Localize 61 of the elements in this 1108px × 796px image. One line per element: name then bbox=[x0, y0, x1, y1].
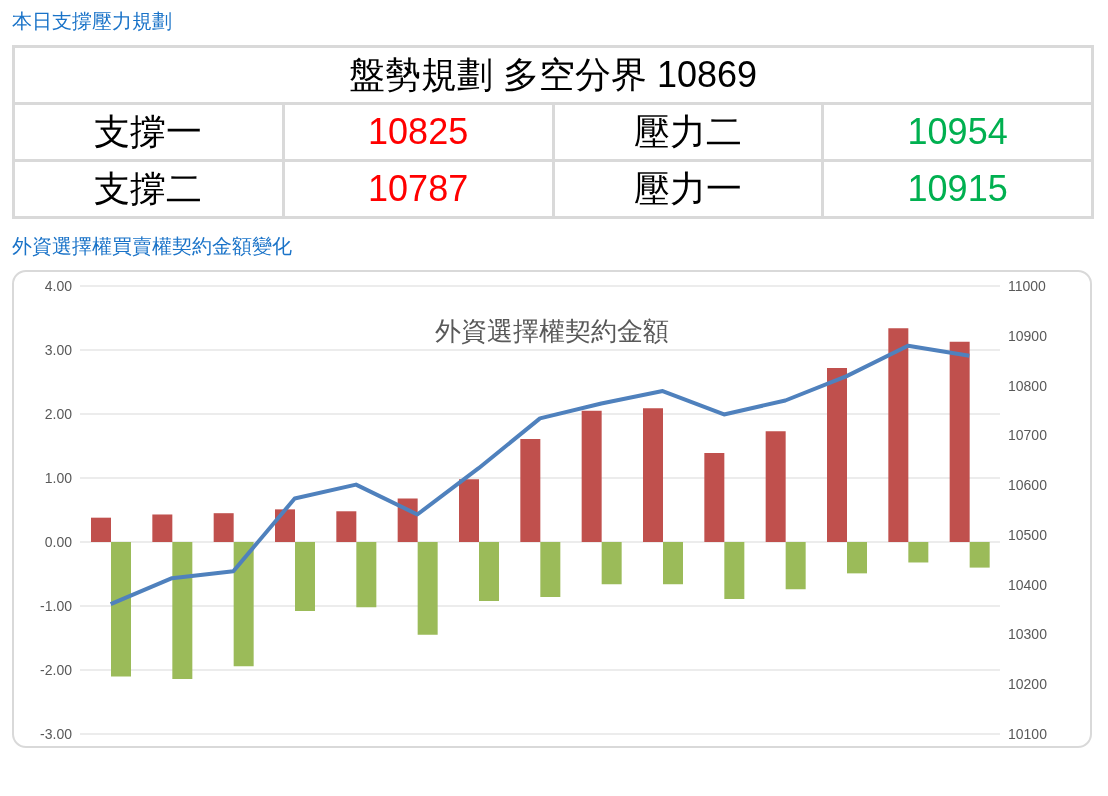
bar bbox=[724, 542, 745, 599]
bar bbox=[969, 542, 990, 568]
y-tick-label: -1.00 bbox=[40, 597, 73, 614]
text: 外資選擇權契約金額 bbox=[435, 316, 669, 346]
bar bbox=[847, 542, 867, 574]
text: 10825 bbox=[283, 103, 553, 161]
bar bbox=[213, 513, 234, 542]
bar bbox=[785, 542, 806, 590]
text: 支撐二 bbox=[13, 160, 284, 218]
bar bbox=[601, 542, 622, 585]
bar bbox=[827, 367, 847, 542]
y2-tick-label: 10300 bbox=[1008, 626, 1048, 643]
bar bbox=[152, 514, 173, 542]
text: 壓力一 bbox=[553, 160, 823, 218]
bar bbox=[295, 542, 315, 612]
text: 支撐一 bbox=[13, 103, 284, 161]
bar bbox=[520, 438, 541, 542]
bar bbox=[336, 511, 357, 542]
bar bbox=[643, 408, 663, 542]
bar bbox=[949, 341, 970, 542]
text: 盤勢規劃 多空分界 10869 bbox=[13, 46, 1093, 104]
y-tick-label: 2.00 bbox=[44, 405, 73, 422]
bar bbox=[908, 542, 929, 563]
text: 壓力二 bbox=[553, 103, 823, 161]
y2-tick-label: 10600 bbox=[1008, 477, 1048, 494]
chart-title: 外資選擇權買賣權契約金額變化 bbox=[12, 234, 293, 259]
text: 10787 bbox=[283, 160, 553, 218]
y-tick-label: -3.00 bbox=[40, 725, 73, 742]
y-tick-label: 3.00 bbox=[44, 341, 73, 358]
bar bbox=[888, 328, 909, 542]
bar bbox=[459, 479, 479, 542]
y2-tick-label: 10800 bbox=[1008, 377, 1048, 394]
bar bbox=[356, 542, 377, 608]
y2-tick-label: 10900 bbox=[1008, 327, 1048, 344]
text: 10915 bbox=[822, 160, 1093, 218]
y-tick-label: -2.00 bbox=[40, 661, 73, 678]
y2-tick-label: 10500 bbox=[1008, 526, 1048, 543]
bar bbox=[479, 542, 499, 601]
line-series bbox=[108, 343, 972, 607]
bar bbox=[704, 453, 725, 542]
text: 本日支撐壓力規劃 bbox=[12, 9, 173, 34]
y-tick-label: 4.00 bbox=[44, 277, 73, 294]
bar bbox=[663, 542, 683, 585]
text: 10954 bbox=[822, 103, 1093, 161]
bar bbox=[765, 431, 786, 542]
y-tick-label: 1.00 bbox=[44, 469, 73, 486]
bar bbox=[540, 542, 561, 598]
y2-tick-label: 10200 bbox=[1008, 676, 1048, 693]
bar bbox=[233, 542, 254, 667]
y2-tick-label: 10700 bbox=[1008, 427, 1048, 444]
bar bbox=[91, 517, 111, 542]
y2-tick-label: 10100 bbox=[1008, 725, 1048, 742]
y2-tick-label: 11000 bbox=[1008, 277, 1047, 294]
bar bbox=[172, 542, 193, 679]
y2-tick-label: 10400 bbox=[1008, 576, 1048, 593]
bar bbox=[417, 542, 438, 635]
bar bbox=[397, 498, 418, 542]
bar bbox=[581, 410, 602, 542]
y-tick-label: 0.00 bbox=[44, 533, 73, 550]
bar bbox=[111, 542, 131, 677]
bar bbox=[275, 509, 295, 542]
